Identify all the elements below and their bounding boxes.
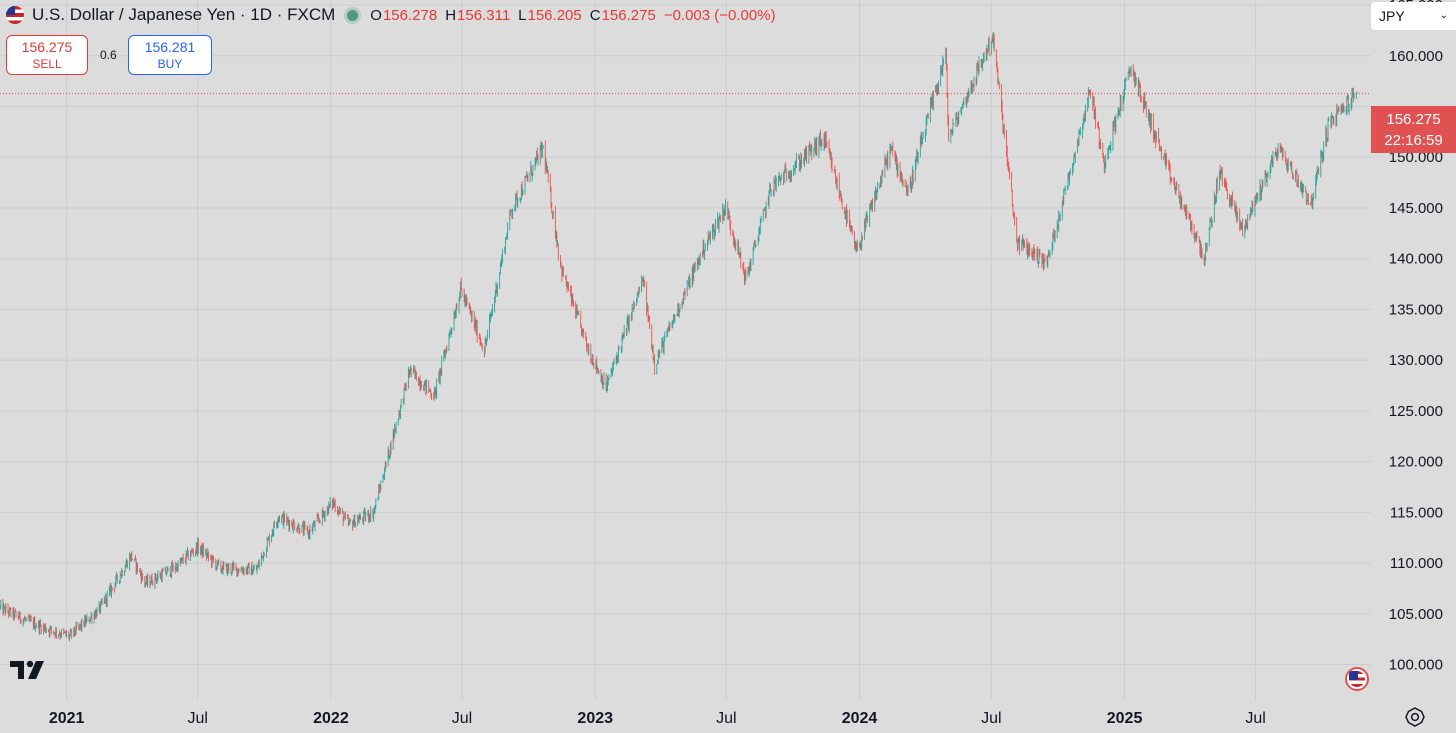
x-tick-label: 2025 — [1107, 710, 1143, 727]
high-label: H — [445, 6, 457, 24]
chart-grid — [0, 0, 1371, 700]
change-value: −0.003 (−0.00%) — [663, 6, 776, 24]
us-flag-icon[interactable] — [1345, 667, 1369, 691]
y-tick-label: 130.000 — [1389, 352, 1443, 369]
bar-countdown: 22:16:59 — [1384, 132, 1443, 149]
x-tick-label: Jul — [716, 710, 736, 727]
x-tick-label: Jul — [981, 710, 1001, 727]
y-tick-label: 140.000 — [1389, 251, 1443, 268]
x-tick-label: 2023 — [577, 710, 613, 727]
currency-select[interactable]: JPY ⌄ — [1371, 2, 1456, 30]
chevron-down-icon: ⌄ — [1439, 10, 1448, 21]
y-tick-label: 150.000 — [1389, 149, 1443, 166]
y-tick-label: 100.000 — [1389, 656, 1443, 673]
low-value: 156.205 — [527, 6, 582, 24]
high-value: 156.311 — [457, 6, 511, 24]
x-tick-label: 2024 — [842, 710, 878, 727]
sell-label: SELL — [32, 57, 62, 71]
symbol-title[interactable]: U.S. Dollar / Japanese Yen · 1D · FXCM — [32, 5, 336, 24]
y-tick-label: 120.000 — [1389, 454, 1443, 471]
close-label: C — [589, 6, 601, 24]
open-label: O — [370, 6, 382, 24]
y-tick-label: 115.000 — [1390, 504, 1443, 521]
y-tick-label: 135.000 — [1389, 301, 1443, 318]
low-label: L — [518, 6, 527, 24]
sell-price: 156.275 — [21, 39, 73, 55]
last-price-tag: 156.275 22:16:59 — [1371, 106, 1456, 153]
y-tick-label: 160.000 — [1389, 48, 1443, 65]
ohlc-values: O 156.278 H 156.311 L 156.205 C 156.275 −0.0… — [370, 7, 783, 24]
x-tick-label: Jul — [452, 710, 472, 727]
currency-select-value: JPY — [1379, 8, 1405, 24]
candlestick-series — [0, 31, 1358, 642]
symbol-header: U.S. Dollar / Japanese Yen · 1D · FXCM O… — [6, 4, 784, 26]
time-axis: 2021 Jul 2022 Jul 2023 Jul 2024 Jul 2025 Jul — [49, 710, 1266, 727]
spread-value: 0.6 — [100, 48, 117, 62]
y-tick-label: 125.000 — [1389, 403, 1443, 420]
x-tick-label: Jul — [1245, 710, 1265, 727]
buy-label: BUY — [157, 57, 183, 71]
us-flag-icon — [6, 6, 24, 24]
x-tick-label: 2022 — [313, 710, 349, 727]
x-tick-label: 2021 — [49, 710, 85, 727]
last-price-value: 156.275 — [1386, 111, 1441, 128]
y-tick-label: 105.000 — [1389, 606, 1443, 623]
sell-button[interactable]: 156.275 SELL — [6, 35, 88, 75]
x-tick-label: Jul — [187, 710, 207, 727]
y-tick-label: 145.000 — [1389, 200, 1443, 217]
open-value: 156.278 — [382, 6, 438, 24]
y-tick-label: 110.000 — [1390, 555, 1443, 572]
close-value: 156.275 — [601, 6, 656, 24]
market-status-icon — [347, 9, 359, 21]
buy-price: 156.281 — [144, 39, 196, 55]
buy-button[interactable]: 156.281 BUY — [128, 35, 212, 75]
tradingview-logo-icon[interactable] — [10, 659, 50, 686]
gear-icon[interactable] — [1404, 706, 1426, 733]
